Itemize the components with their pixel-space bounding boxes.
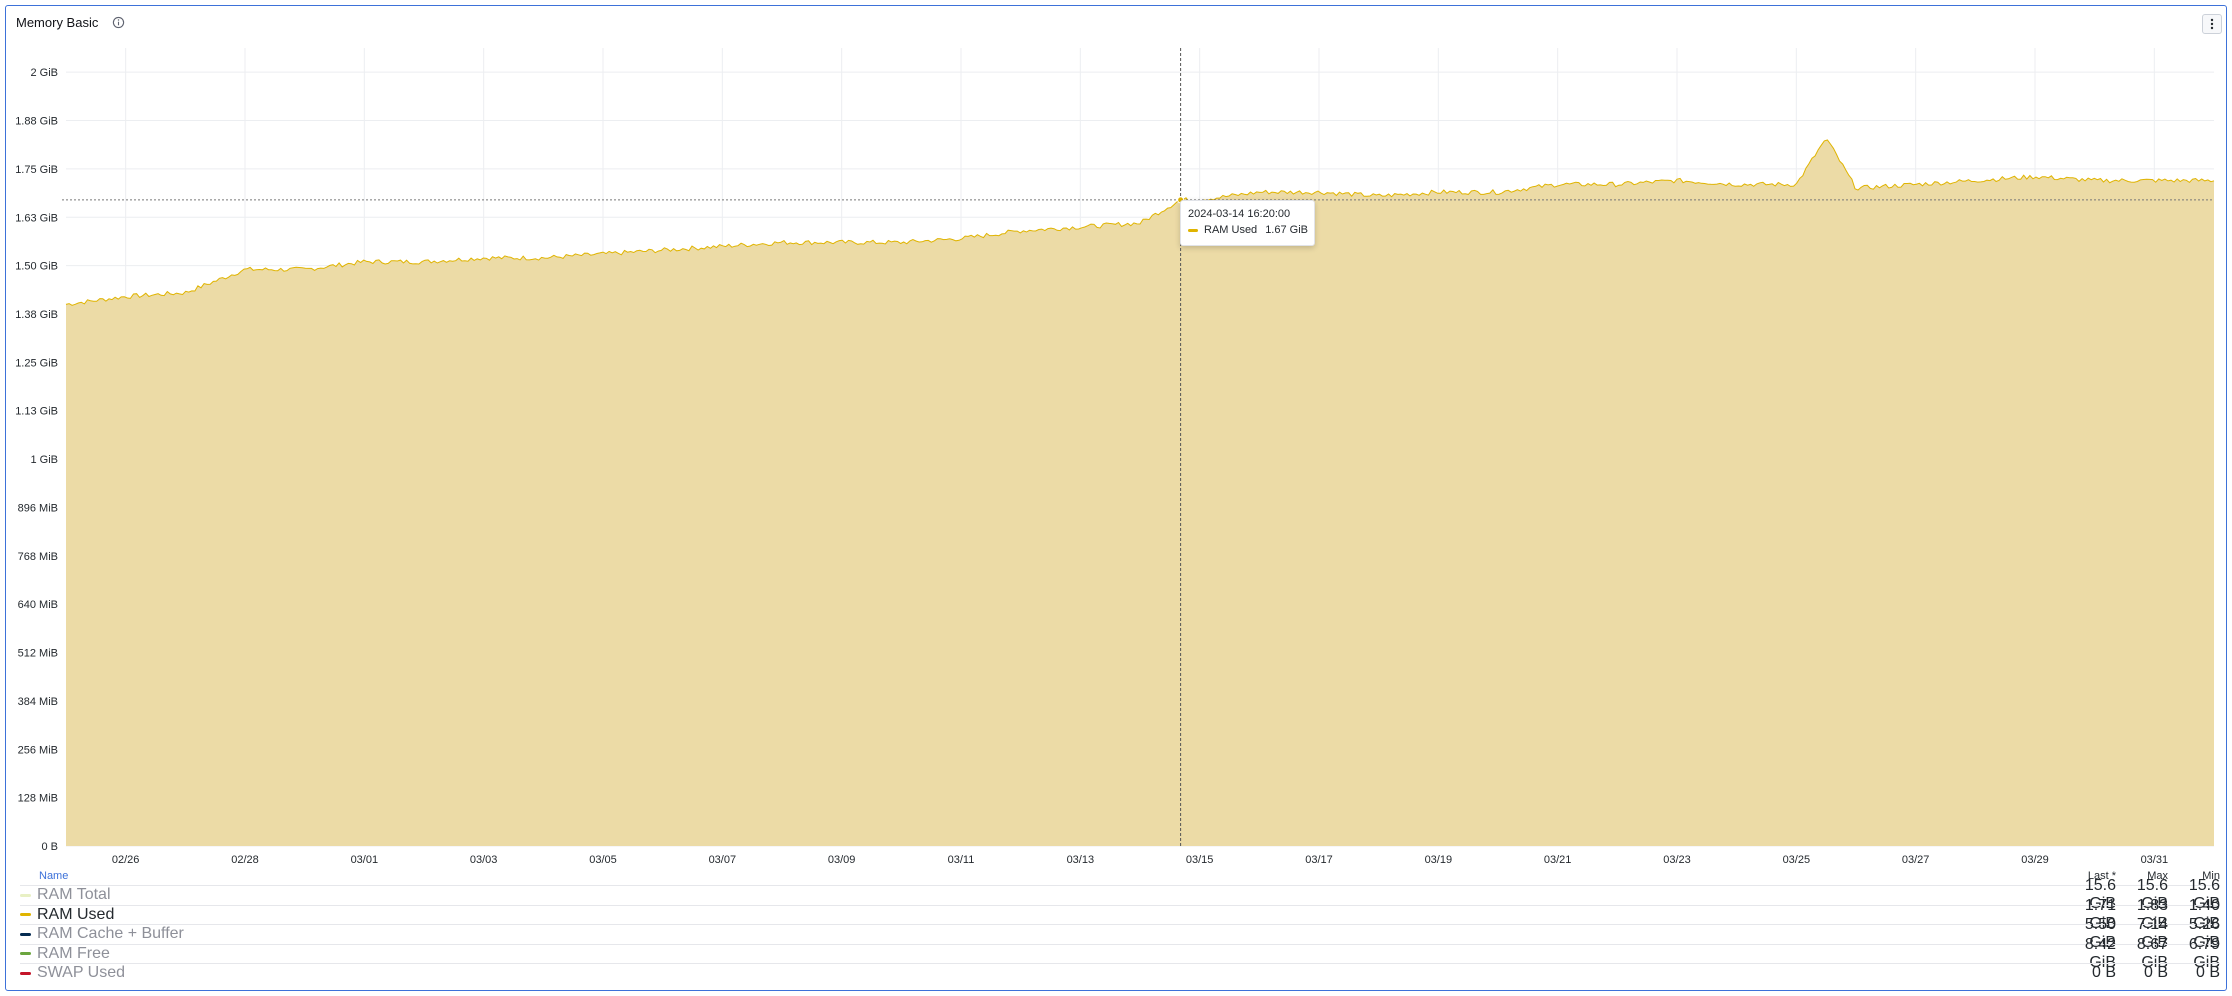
- x-tick-label: 03/09: [828, 854, 856, 866]
- y-tick-label: 0 B: [41, 841, 58, 853]
- y-tick-label: 512 MiB: [18, 648, 58, 660]
- x-tick-label: 03/29: [2021, 854, 2049, 866]
- legend-max-value: 15.6 GiB: [2136, 877, 2168, 912]
- legend-header-name[interactable]: Name: [39, 870, 69, 882]
- legend-swatch: [20, 913, 31, 916]
- legend-row[interactable]: RAM Total 15.6 GiB 15.6 GiB 15.6 GiB: [20, 877, 2220, 912]
- legend-swatch: [20, 893, 31, 897]
- y-tick-label: 768 MiB: [18, 551, 58, 563]
- x-tick-label: 03/15: [1186, 854, 1214, 866]
- info-circle-icon[interactable]: [112, 16, 125, 29]
- legend-last-value: 8.42 GiB: [2084, 935, 2116, 971]
- legend-series-name[interactable]: RAM Cache + Buffer: [37, 925, 184, 942]
- legend-header-last[interactable]: Last *: [2087, 870, 2116, 882]
- legend-swatch: [20, 952, 31, 955]
- y-tick-label: 128 MiB: [18, 793, 58, 805]
- legend-series-name[interactable]: RAM Free: [37, 944, 110, 962]
- panel-title[interactable]: Memory Basic: [16, 15, 99, 30]
- memory-chart[interactable]: 0 B 128 MiB 256 MiB 384 MiB 512 MiB 640 MiB 76…: [0, 0, 2232, 870]
- y-tick-label: 1.88 GiB: [15, 116, 58, 128]
- x-tick-label: 03/23: [1663, 854, 1691, 866]
- tooltip-value: 1.67 GiB: [1265, 224, 1308, 236]
- legend-row[interactable]: RAM Cache + Buffer 5.50 GiB 7.14 GiB 5.26 G…: [20, 916, 2220, 951]
- x-tick-label: 03/17: [1305, 854, 1333, 866]
- legend-min-value: 6.79 GiB: [2188, 935, 2220, 971]
- x-tick-label: 03/21: [1544, 854, 1572, 866]
- y-tick-label: 1.25 GiB: [15, 357, 58, 369]
- y-tick-label: 256 MiB: [18, 744, 58, 756]
- legend-last-value: 5.50 GiB: [2084, 916, 2116, 951]
- legend-max-value: 0 B: [2143, 964, 2168, 981]
- legend-header: Name Last * Max Min: [20, 867, 2220, 885]
- legend-series-name[interactable]: SWAP Used: [37, 964, 126, 981]
- legend-row[interactable]: RAM Used 1.71 GiB 1.83 GiB 1.40 GiB: [20, 897, 2220, 932]
- y-tick-label: 384 MiB: [18, 696, 58, 708]
- x-tick-label: 03/11: [948, 854, 975, 866]
- legend-max-value: 8.67 GiB: [2136, 935, 2168, 971]
- y-tick-label: 2 GiB: [30, 67, 58, 79]
- legend-series-name[interactable]: RAM Used: [37, 905, 115, 923]
- x-tick-label: 03/07: [709, 854, 737, 866]
- x-tick-label: 03/25: [1783, 854, 1811, 866]
- legend-series-name[interactable]: RAM Total: [37, 886, 111, 903]
- x-tick-label: 03/13: [1067, 854, 1095, 866]
- tooltip-time: 2024-03-14 16:20:00: [1188, 208, 1291, 220]
- legend-row[interactable]: RAM Free 8.42 GiB 8.67 GiB 6.79 GiB: [20, 936, 2220, 971]
- y-tick-label: 1.50 GiB: [15, 261, 58, 273]
- ram-used-line: [65, 139, 2215, 306]
- x-tick-label: 02/28: [231, 854, 259, 866]
- x-tick-label: 03/27: [1902, 854, 1930, 866]
- legend-header-max[interactable]: Max: [2147, 870, 2168, 882]
- legend-min-value: 1.40 GiB: [2188, 896, 2220, 932]
- x-tick-label: 03/19: [1425, 854, 1453, 866]
- y-tick-label: 1.38 GiB: [15, 309, 58, 321]
- legend-row[interactable]: SWAP Used 0 B 0 B 0 B: [20, 963, 2220, 982]
- legend-last-value: 0 B: [2091, 964, 2116, 981]
- panel-menu-button[interactable]: [2202, 14, 2222, 34]
- more-vertical-icon: [2210, 18, 2214, 30]
- x-tick-label: 03/01: [351, 854, 379, 866]
- x-tick-label: 03/03: [470, 854, 498, 866]
- legend-last-value: 15.6 GiB: [2084, 877, 2116, 912]
- chart-tooltip: 2024-03-14 16:20:00 RAM Used 1.67 GiB: [1180, 200, 1315, 246]
- panel-header[interactable]: Memory Basic: [16, 15, 125, 30]
- y-tick-label: 640 MiB: [18, 599, 58, 611]
- x-tick-label: 03/31: [2141, 854, 2169, 866]
- legend-min-value: 5.26 GiB: [2188, 916, 2220, 951]
- x-tick-label: 02/26: [112, 854, 140, 866]
- y-tick-label: 896 MiB: [18, 502, 58, 514]
- legend-swatch: [20, 932, 31, 936]
- legend-max-value: 1.83 GiB: [2136, 896, 2168, 932]
- legend-max-value: 7.14 GiB: [2136, 916, 2168, 951]
- legend-header-min[interactable]: Min: [2202, 870, 2220, 882]
- y-tick-label: 1.13 GiB: [15, 406, 58, 418]
- legend-min-value: 15.6 GiB: [2188, 877, 2220, 912]
- legend-min-value: 0 B: [2195, 964, 2220, 981]
- tooltip-series: RAM Used: [1188, 224, 1257, 236]
- ram-used-area: [66, 140, 2214, 846]
- x-tick-label: 03/05: [589, 854, 617, 866]
- tooltip-swatch: [1188, 228, 1198, 232]
- y-tick-label: 1.75 GiB: [15, 164, 58, 176]
- tooltip-series-label: RAM Used: [1204, 224, 1258, 236]
- y-tick-label: 1.63 GiB: [15, 212, 58, 224]
- legend-last-value: 1.71 GiB: [2084, 896, 2116, 932]
- y-tick-label: 1 GiB: [30, 454, 58, 466]
- legend-swatch: [20, 971, 31, 975]
